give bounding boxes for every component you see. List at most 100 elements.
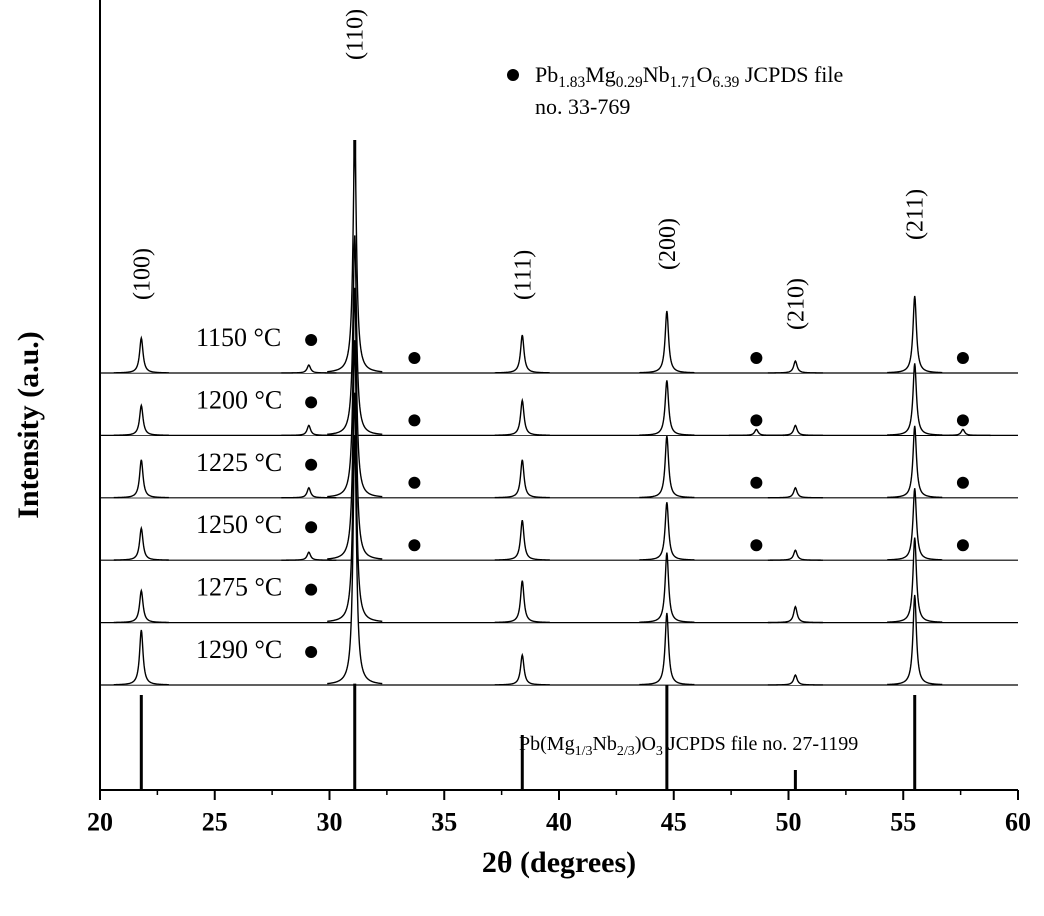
impurity-marker [305,396,318,409]
impurity-marker [956,352,969,364]
impurity-marker [305,334,318,346]
peak-annotation: (110) [343,9,369,60]
legend-text-part: Nb [643,62,670,87]
peak [113,525,169,561]
impurity-marker [305,458,318,471]
impurity-marker [956,539,969,552]
peak-annotation: (211) [903,189,929,240]
impurity-marker [750,539,763,552]
series-label: 1225 °C [196,448,282,477]
peak [113,335,169,374]
legend-text-part: 6.39 [712,74,739,91]
peak [728,428,784,437]
peak-annotation: (100) [129,248,155,300]
peak [887,594,943,686]
peak [639,380,695,436]
peak [113,629,169,686]
impurity-marker [408,352,421,364]
impurity-marker [408,476,421,489]
peak [887,295,943,374]
legend-text-part: Mg [585,62,616,87]
peak [767,424,823,437]
peak [281,551,337,561]
reference-label-part: Nb [592,733,616,755]
legend-text-part: 0.29 [616,74,643,91]
reference-label: Pb(Mg1/3Nb2/3)O3 JCPDS file no. 27-1199 [519,733,858,759]
x-tick-label: 55 [890,807,916,836]
series-label: 1150 °C [196,323,281,352]
peak [639,502,695,561]
reference-label-part: JCPDS file no. 27-1199 [663,733,858,755]
series-label: 1275 °C [196,573,282,602]
peak [767,605,823,624]
legend-text-part: O [697,62,713,87]
peak [113,403,169,436]
peak [281,424,337,437]
peak-annotation: (200) [655,218,681,270]
impurity-marker [750,352,763,364]
impurity-marker [750,476,763,489]
x-tick-label: 25 [202,807,228,836]
y-axis-label: Intensity (a.u.) [12,331,45,519]
peak [767,549,823,561]
peak [494,459,550,499]
series-label: 1200 °C [196,385,282,414]
peak [887,488,943,561]
impurity-marker [305,583,318,596]
legend-marker [507,69,519,81]
peak [494,397,550,436]
peak [494,652,550,686]
legend-text-part: JCPDS file [739,62,843,87]
impurity-marker [305,521,318,534]
reference-label-part: 2/3 [617,744,635,759]
legend-text-part: Pb [535,62,558,87]
impurity-marker [408,414,421,427]
x-tick-label: 20 [87,807,113,836]
x-axis-label: 2θ (degrees) [482,846,636,879]
peak [887,425,943,499]
peak [639,612,695,686]
x-tick-label: 40 [546,807,572,836]
peak [639,310,695,374]
peak [494,580,550,624]
impurity-marker [408,539,421,552]
x-tick-label: 60 [1005,807,1031,836]
impurity-marker [750,414,763,427]
x-tick-label: 45 [661,807,687,836]
peak [767,486,823,499]
legend-text: Pb1.83Mg0.29Nb1.71O6.39 JCPDS file [535,62,843,91]
peak [494,520,550,561]
peak [327,434,383,685]
peak [113,459,169,499]
reference-label-part: )O [635,733,656,755]
reference-label-part: 3 [656,744,663,759]
peak [639,435,695,499]
peak [639,552,695,623]
legend-text-part: 1.83 [558,74,585,91]
peak [887,537,943,623]
peak [281,364,337,374]
reference-label-part: 1/3 [575,744,593,759]
x-tick-label: 30 [317,807,343,836]
series-label: 1250 °C [196,510,282,539]
series-label: 1290 °C [196,635,282,664]
impurity-marker [956,414,969,427]
peak-annotation: (210) [783,278,809,330]
peak [887,363,943,436]
peak [113,588,169,624]
peak-annotation: (111) [510,250,536,300]
peak [935,428,991,437]
peak [494,334,550,374]
impurity-marker [956,476,969,489]
x-tick-label: 35 [431,807,457,836]
peak [281,486,337,499]
peak [767,359,823,374]
legend-text-part: 1.71 [670,74,697,91]
legend-text: no. 33-769 [535,94,630,119]
x-tick-label: 50 [776,807,802,836]
reference-label-part: Pb(Mg [519,733,575,755]
peak [767,673,823,686]
impurity-marker [305,646,318,658]
plot [100,139,1018,790]
